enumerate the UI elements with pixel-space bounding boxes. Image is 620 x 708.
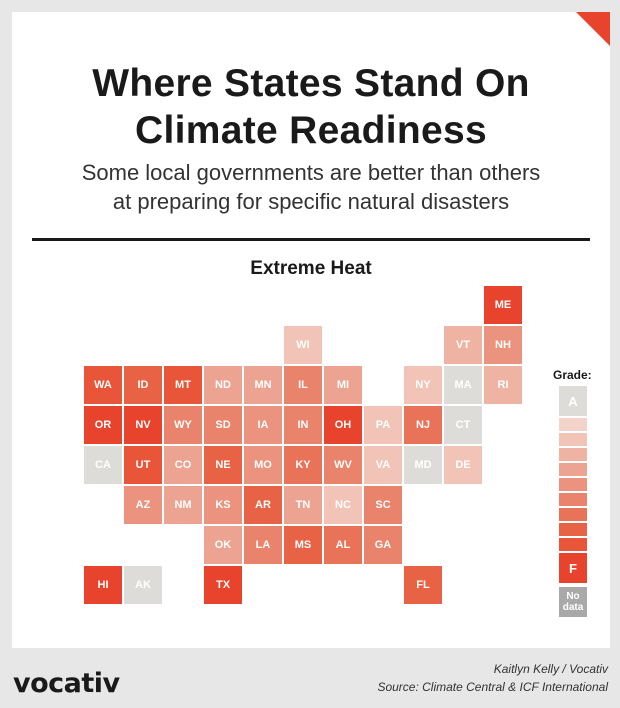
state-tile-me: ME (484, 286, 522, 324)
state-tile-id: ID (124, 366, 162, 404)
state-tile-sd: SD (204, 406, 242, 444)
state-tile-fl: FL (404, 566, 442, 604)
state-tile-tn: TN (284, 486, 322, 524)
page-title: Where States Stand On Climate Readiness (12, 60, 610, 154)
state-tile-de: DE (444, 446, 482, 484)
legend-swatch (559, 478, 587, 491)
legend-swatch (559, 463, 587, 476)
state-tile-sc: SC (364, 486, 402, 524)
state-tile-mn: MN (244, 366, 282, 404)
state-tile-ms: MS (284, 526, 322, 564)
state-tile-nd: ND (204, 366, 242, 404)
legend-swatch (559, 508, 587, 521)
subtitle: Some local governments are better than o… (12, 158, 610, 216)
legend-grade-f: F (559, 553, 587, 583)
state-tile-ut: UT (124, 446, 162, 484)
state-tile-hi: HI (84, 566, 122, 604)
credit-author: Kaitlyn Kelly / Vocativ (493, 662, 608, 676)
state-tile-mi: MI (324, 366, 362, 404)
title-line-1: Where States Stand On (92, 62, 530, 105)
brand-logo: vocativ (13, 668, 120, 699)
state-tile-nv: NV (124, 406, 162, 444)
legend-no-data: No data (559, 587, 587, 617)
state-tile-ca: CA (84, 446, 122, 484)
state-tile-ne: NE (204, 446, 242, 484)
state-tile-ak: AK (124, 566, 162, 604)
state-tile-ia: IA (244, 406, 282, 444)
state-tile-vt: VT (444, 326, 482, 364)
state-tile-oh: OH (324, 406, 362, 444)
state-tile-la: LA (244, 526, 282, 564)
state-tile-tx: TX (204, 566, 242, 604)
legend-no-data-line-2: data (562, 602, 584, 613)
state-tile-nh: NH (484, 326, 522, 364)
chart-title: Extreme Heat (250, 258, 372, 279)
state-tile-ma: MA (444, 366, 482, 404)
state-tile-al: AL (324, 526, 362, 564)
legend-title: Grade: (553, 368, 592, 382)
state-tile-ar: AR (244, 486, 282, 524)
state-tile-ct: CT (444, 406, 482, 444)
state-tile-wi: WI (284, 326, 322, 364)
state-tile-nm: NM (164, 486, 202, 524)
state-tile-az: AZ (124, 486, 162, 524)
title-line-2: Climate Readiness (135, 109, 487, 152)
state-tile-ks: KS (204, 486, 242, 524)
state-tile-mo: MO (244, 446, 282, 484)
infographic-card: Where States Stand On Climate Readiness … (12, 12, 610, 648)
subtitle-line-2: at preparing for specific natural disast… (112, 189, 510, 214)
subtitle-line-1: Some local governments are better than o… (81, 160, 541, 185)
state-tile-co: CO (164, 446, 202, 484)
state-tile-wa: WA (84, 366, 122, 404)
state-tile-il: IL (284, 366, 322, 404)
legend-swatch (559, 538, 587, 551)
state-tile-ri: RI (484, 366, 522, 404)
state-tile-ky: KY (284, 446, 322, 484)
legend-grade-a: A (559, 386, 587, 416)
credit-source: Source: Climate Central & ICF Internatio… (377, 680, 608, 694)
legend-no-data-line-1: No (566, 591, 580, 602)
corner-accent (576, 12, 610, 46)
state-tile-md: MD (404, 446, 442, 484)
state-tile-in: IN (284, 406, 322, 444)
state-tile-nj: NJ (404, 406, 442, 444)
footer (0, 648, 620, 708)
state-tile-or: OR (84, 406, 122, 444)
state-tile-va: VA (364, 446, 402, 484)
legend-swatch (559, 523, 587, 536)
state-tile-wv: WV (324, 446, 362, 484)
state-tile-ga: GA (364, 526, 402, 564)
state-tile-nc: NC (324, 486, 362, 524)
legend-swatch (559, 418, 587, 431)
state-tile-mt: MT (164, 366, 202, 404)
state-tile-ny: NY (404, 366, 442, 404)
state-tile-ok: OK (204, 526, 242, 564)
legend-swatch (559, 493, 587, 506)
legend-swatch (559, 433, 587, 446)
state-tile-pa: PA (364, 406, 402, 444)
divider (32, 238, 590, 241)
legend-swatch (559, 448, 587, 461)
state-tile-wy: WY (164, 406, 202, 444)
